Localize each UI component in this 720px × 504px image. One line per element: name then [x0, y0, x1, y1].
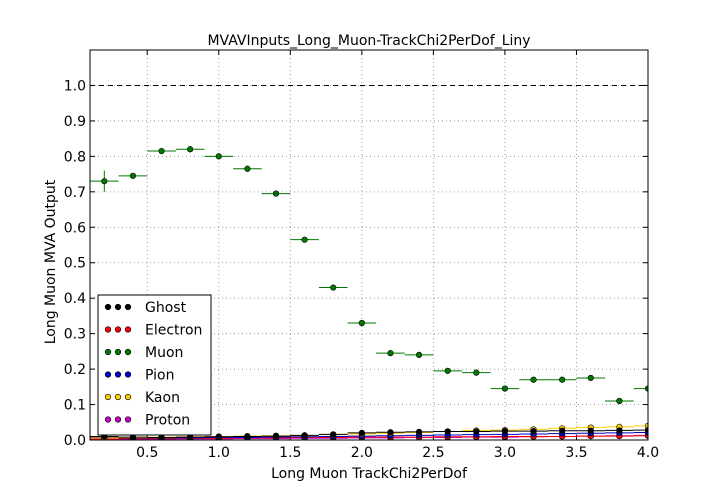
legend-entry-kaon: Kaon	[145, 390, 180, 406]
legend-entry-pion: Pion	[145, 368, 174, 384]
data-point	[501, 428, 509, 435]
legend-marker-electron	[124, 326, 132, 333]
data-point	[644, 385, 648, 392]
series-muon	[90, 146, 648, 405]
data-point	[101, 178, 108, 185]
legend: Ghost Electron Muon Pion Kaon Proton	[97, 294, 212, 436]
data-point	[129, 172, 137, 179]
legend-entry-proton: Proton	[145, 413, 190, 429]
y-tick-label: 0.3	[64, 327, 86, 343]
data-point	[616, 397, 623, 405]
y-tick-label: 0.7	[64, 185, 86, 201]
legend-entry-ghost: Ghost	[145, 300, 187, 316]
data-point	[301, 236, 308, 243]
data-point	[530, 376, 537, 383]
data-point	[559, 427, 566, 434]
legend-marker-kaon	[104, 393, 112, 401]
y-tick-label: 0.8	[64, 149, 86, 165]
legend-marker-electron	[104, 326, 112, 333]
data-point	[215, 153, 222, 160]
data-point	[301, 432, 308, 439]
y-tick-label: 0.9	[64, 114, 86, 130]
data-point	[387, 350, 394, 357]
data-point	[473, 369, 480, 376]
legend-entry-muon: Muon	[145, 345, 183, 361]
data-point	[158, 434, 165, 440]
plot-frame	[89, 49, 649, 441]
x-tick-label: 2.0	[351, 445, 373, 461]
data-point	[644, 426, 648, 434]
data-point	[272, 190, 280, 197]
legend-marker-muon	[114, 348, 122, 356]
data-point	[530, 428, 537, 435]
data-point	[587, 427, 594, 434]
legend-entry-electron: Electron	[145, 323, 202, 339]
data-point	[215, 433, 222, 440]
series-ghost	[90, 426, 648, 440]
legend-box	[97, 294, 212, 436]
y-tick-label: 0.1	[64, 398, 86, 414]
legend-marker-pion	[104, 371, 112, 378]
data-point	[415, 428, 423, 435]
legend-marker-muon	[104, 348, 112, 356]
x-axis-label: Long Muon TrackChi2PerDof	[271, 466, 468, 482]
legend-marker-proton	[104, 416, 112, 423]
legend-marker-proton	[124, 416, 132, 423]
data-point	[559, 376, 566, 383]
legend-marker-kaon	[124, 393, 132, 401]
x-tick-label: 0.5	[136, 445, 158, 461]
data-point	[415, 351, 423, 359]
data-point	[244, 433, 251, 440]
data-point	[272, 433, 280, 440]
legend-marker-muon	[124, 348, 132, 356]
data-point	[616, 427, 623, 434]
legend-marker-ghost	[114, 303, 122, 311]
data-point	[501, 385, 509, 392]
data-point	[158, 147, 165, 155]
legend-marker-kaon	[114, 393, 122, 401]
data-point	[444, 367, 451, 374]
data-point	[444, 428, 451, 435]
data-point	[244, 165, 251, 172]
data-point	[330, 284, 337, 291]
data-point	[187, 146, 194, 153]
x-tick-label: 4.0	[637, 445, 659, 461]
x-tick-label: 3.5	[565, 445, 587, 461]
x-tick-label: 1.0	[208, 445, 230, 461]
legend-marker-ghost	[104, 303, 112, 311]
y-axis-label: Long Muon MVA Output	[43, 179, 59, 344]
y-tick-label: 0.0	[64, 433, 86, 449]
y-tick-label: 0.6	[64, 220, 86, 236]
legend-marker-electron	[114, 326, 122, 333]
data-point	[358, 319, 365, 327]
y-tick-label: 0.4	[64, 291, 86, 307]
y-tick-label: 0.5	[64, 256, 86, 272]
legend-marker-pion	[124, 371, 132, 378]
y-tick-label: 1.0	[64, 78, 86, 94]
y-tick-label: 0.2	[64, 362, 86, 378]
data-point	[587, 374, 594, 382]
data-point	[387, 429, 394, 436]
chart-title: MVAVInputs_Long_Muon-TrackChi2PerDof_Lin…	[207, 33, 530, 49]
x-tick-label: 2.5	[422, 445, 444, 461]
legend-marker-ghost	[124, 303, 132, 311]
data-point	[358, 429, 365, 437]
x-tick-label: 1.5	[279, 445, 301, 461]
data-point	[473, 428, 480, 435]
data-point	[330, 431, 337, 438]
x-tick-label: 3.0	[494, 445, 516, 461]
legend-marker-proton	[114, 416, 122, 423]
legend-marker-pion	[114, 371, 122, 378]
